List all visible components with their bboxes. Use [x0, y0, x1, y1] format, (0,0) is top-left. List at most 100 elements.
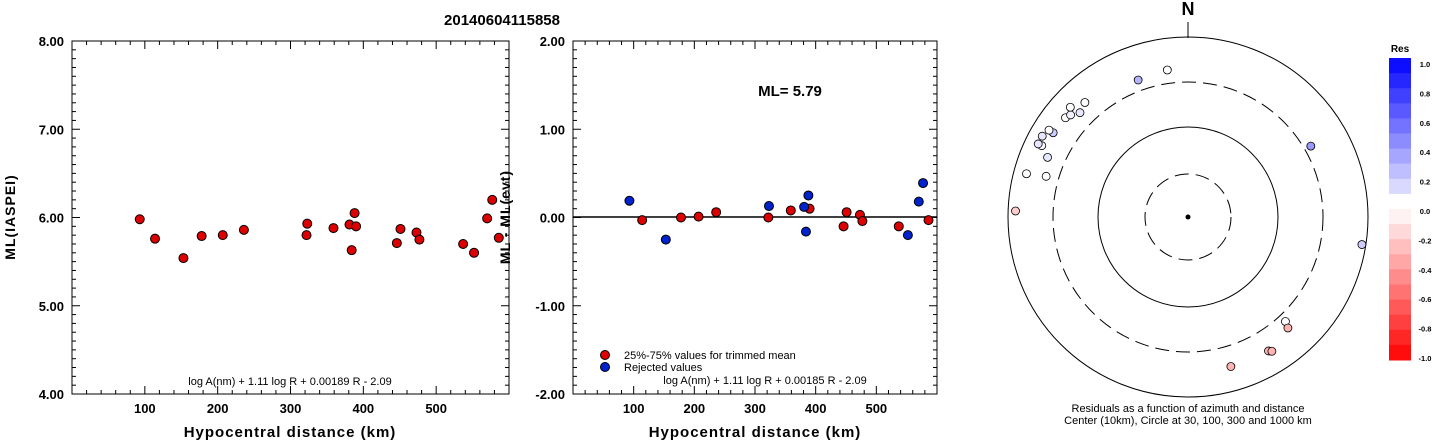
colorbar-label: 0.8 [1420, 89, 1430, 98]
ml-y-tick-label: 4.00 [39, 387, 64, 402]
ml-x-label: Hypocentral distance (km) [184, 424, 397, 441]
ml-point [414, 234, 425, 245]
ml-y-tick-label: 7.00 [39, 122, 64, 137]
colorbar-cell [1389, 118, 1411, 134]
ml-x-axis: 100 200 300 400 500 [86, 41, 495, 416]
colorbar-label: 0.2 [1420, 178, 1430, 187]
ml-point [487, 194, 498, 205]
residual-x-tick-label: 400 [805, 401, 827, 416]
colorbar: Res 1.0 0.8 0.6 0.4 0.2 0.0 -0.2 -0.4 -0.6 -0.8 -1… [1389, 44, 1432, 363]
colorbar-label: -0.8 [1419, 325, 1432, 334]
colorbar-cell [1389, 314, 1411, 331]
ml-point [328, 223, 339, 234]
circle-30km [1144, 173, 1232, 261]
circle-100km [1097, 126, 1279, 308]
colorbar-label: 0.0 [1420, 207, 1430, 216]
trimmed-point [763, 212, 774, 223]
ml-point [301, 230, 312, 241]
ml-y-tick-label: 5.00 [39, 299, 64, 314]
ml-y-label: ML(IASPEI) [2, 174, 18, 259]
colorbar-cell [1389, 224, 1411, 240]
residual-y-tick-label: 1.00 [540, 122, 565, 137]
ml-x-tick-label: 300 [280, 401, 302, 416]
legend-marker-trimmed [600, 350, 610, 360]
trimmed-point [675, 212, 686, 223]
epicenter-dot [1185, 214, 1191, 220]
colorbar-cell [1389, 239, 1411, 255]
station-marker [1011, 206, 1020, 216]
ml-point [458, 238, 469, 249]
station-marker [1043, 152, 1052, 162]
colorbar-cell [1389, 58, 1411, 74]
colorbar-scale [1389, 58, 1411, 361]
ml-point [238, 224, 249, 235]
residual-x-tick-label: 500 [865, 401, 887, 416]
polar-caption-line1: Residuals as a function of azimuth and d… [1072, 403, 1305, 415]
station-marker [1306, 141, 1316, 151]
station-marker [1037, 131, 1047, 141]
station-marker [1267, 346, 1277, 356]
colorbar-cell [1389, 178, 1411, 195]
azimuth-panel: N Residuals as a function of azimuth and… [1007, 0, 1369, 427]
legend: 25%-75% values for trimmed mean Rejected… [600, 350, 796, 374]
rejected-point [913, 196, 924, 207]
rejected-point [800, 226, 811, 237]
colorbar-cell [1389, 344, 1411, 361]
residual-y-label: ML - ML(evt) [497, 170, 513, 264]
trimmed-point [637, 215, 648, 226]
ml-point [482, 213, 493, 224]
outer-circle-1000km [1007, 36, 1369, 398]
ml-x-tick-label: 100 [134, 401, 156, 416]
colorbar-cell [1389, 133, 1411, 150]
residual-y-tick-label: 0.00 [540, 211, 565, 226]
ml-panel: 4.00 5.00 6.00 7.00 8.00 100 200 300 400 500 log… [2, 34, 510, 441]
rejected-point [624, 195, 635, 206]
colorbar-label: 0.4 [1420, 148, 1431, 157]
ml-point [178, 253, 189, 264]
colorbar-cell [1389, 103, 1411, 119]
station-marker [1041, 171, 1051, 181]
residual-points [624, 178, 934, 245]
colorbar-cell [1389, 254, 1411, 270]
station-marker [1226, 362, 1236, 371]
figure-title: 20140604115858 [444, 12, 560, 29]
residual-x-tick-label: 300 [744, 401, 766, 416]
ml-y-tick-label: 6.00 [39, 211, 64, 226]
ml-point [134, 214, 145, 225]
colorbar-cell [1389, 88, 1411, 104]
ml-point [391, 238, 402, 249]
trimmed-point [841, 207, 852, 218]
colorbar-cell [1389, 299, 1411, 316]
ml-points [134, 194, 504, 264]
residual-y-tick-label: -1.00 [535, 299, 565, 314]
colorbar-cell [1389, 163, 1411, 180]
rejected-point [763, 201, 774, 212]
station-marker [1066, 110, 1075, 120]
trimmed-point [711, 207, 722, 218]
north-label: N [1182, 0, 1195, 19]
colorbar-cell [1389, 284, 1411, 301]
trimmed-point [857, 216, 868, 227]
legend-marker-rejected [600, 362, 610, 372]
colorbar-cell [1389, 329, 1411, 346]
ml-point [196, 231, 207, 242]
trimmed-point [693, 211, 704, 222]
colorbar-cell [1389, 73, 1411, 89]
ml-point [469, 247, 480, 258]
ml-point [351, 221, 362, 232]
station-markers [1011, 65, 1367, 371]
colorbar-cell [1389, 209, 1411, 225]
residual-formula: log A(nm) + 1.11 log R + 0.00185 R - 2.0… [663, 375, 866, 387]
trimmed-point [893, 221, 904, 232]
station-marker [1022, 169, 1031, 179]
colorbar-cell [1389, 269, 1411, 285]
ml-point [217, 230, 228, 241]
residual-y-tick-label: -2.00 [535, 387, 565, 402]
residual-x-tick-label: 200 [683, 401, 705, 416]
trimmed-point [838, 221, 849, 232]
legend-label-trimmed: 25%-75% values for trimmed mean [624, 350, 796, 362]
rejected-point [803, 190, 814, 201]
ml-value-label: ML= 5.79 [758, 83, 822, 100]
residual-x-label: Hypocentral distance (km) [649, 424, 862, 441]
ml-y-axis: 4.00 5.00 6.00 7.00 8.00 [39, 34, 509, 402]
